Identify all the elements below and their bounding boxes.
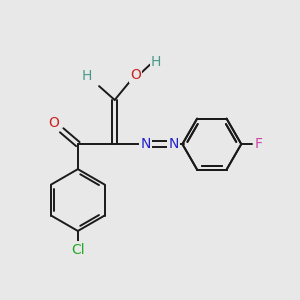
Text: O: O (48, 116, 59, 130)
Text: H: H (82, 68, 92, 83)
Text: N: N (140, 137, 151, 151)
Text: H: H (151, 55, 161, 69)
Text: F: F (254, 137, 262, 151)
Text: N: N (168, 137, 179, 151)
Text: Cl: Cl (71, 242, 85, 256)
Text: O: O (130, 68, 141, 82)
